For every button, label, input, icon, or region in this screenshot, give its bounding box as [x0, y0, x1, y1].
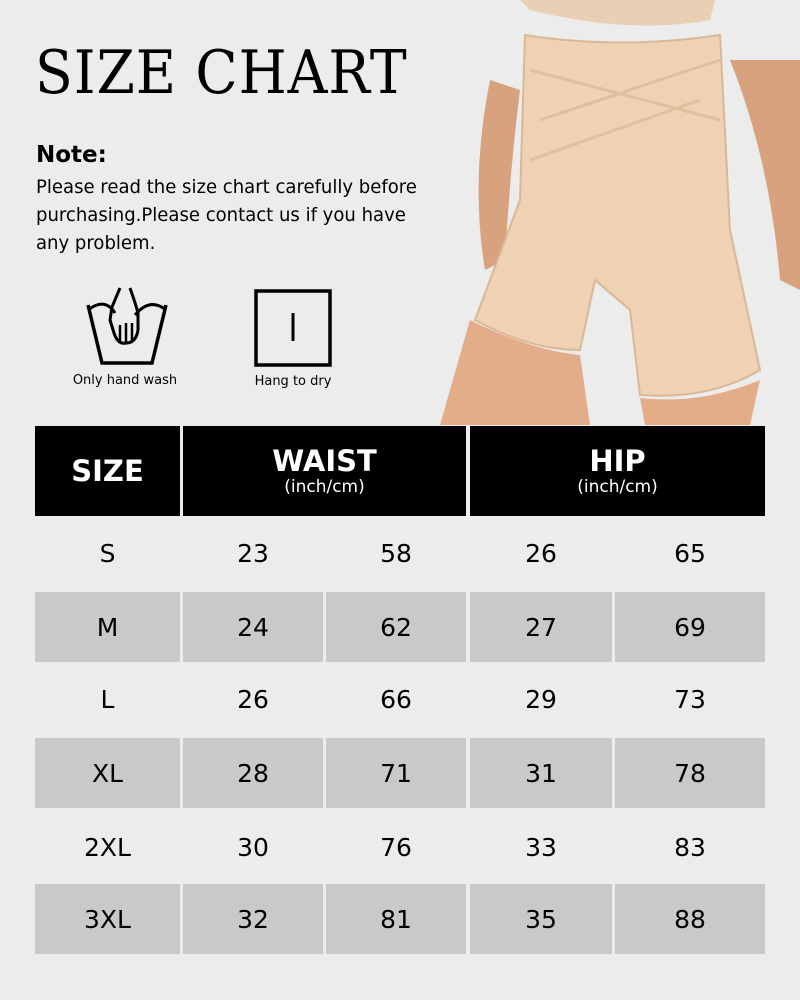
page-title: SIZE CHART [35, 38, 408, 108]
measure-cell: 62 [326, 592, 466, 662]
note-heading: Note: [36, 142, 107, 168]
measure-cell: 30 [237, 832, 269, 862]
header-waist-label: WAIST [272, 444, 377, 478]
measure-cell: 31 [470, 738, 612, 808]
measure-cell: 35 [470, 884, 612, 954]
measure-cell: 26 [525, 538, 557, 568]
measure-cell: 58 [380, 538, 412, 568]
header-hip-label: HIP [589, 444, 646, 478]
measure-cell: 26 [237, 685, 269, 714]
note-text: Please read the size chart carefully bef… [36, 176, 417, 254]
header-waist: WAIST (inch/cm) [183, 426, 466, 516]
measure-cell: 24 [183, 592, 323, 662]
size-cell: 3XL [35, 884, 180, 954]
measure-cell: 66 [380, 685, 412, 714]
measure-cell: 23 [237, 538, 269, 568]
care-label: Only hand wash [72, 373, 178, 388]
measure-cell: 76 [380, 832, 412, 862]
product-photo [440, 0, 800, 425]
header-waist-unit: (inch/cm) [284, 477, 365, 497]
size-cell: M [35, 592, 180, 662]
measure-cell: 28 [183, 738, 323, 808]
hang-dry-icon [254, 289, 332, 367]
care-label: Hang to dry [254, 374, 332, 389]
hand-wash-icon [86, 287, 168, 365]
measure-cell: 71 [326, 738, 466, 808]
size-cell: XL [35, 738, 180, 808]
measure-cell: 69 [615, 592, 765, 662]
care-hand-wash: Only hand wash [60, 285, 190, 388]
measure-cell: 73 [674, 685, 706, 714]
size-cell: L [100, 685, 115, 714]
measure-cell: 33 [525, 832, 557, 862]
measure-cell: 29 [525, 685, 557, 714]
measure-cell: 32 [183, 884, 323, 954]
header-size-label: SIZE [71, 454, 144, 488]
header-hip-unit: (inch/cm) [577, 477, 658, 497]
size-cell: S [99, 538, 116, 568]
measure-cell: 88 [615, 884, 765, 954]
header-size: SIZE [35, 426, 180, 516]
measure-cell: 27 [470, 592, 612, 662]
measure-cell: 81 [326, 884, 466, 954]
measure-cell: 83 [674, 832, 706, 862]
measure-cell: 65 [674, 538, 706, 568]
size-cell: 2XL [84, 832, 131, 862]
measure-cell: 78 [615, 738, 765, 808]
care-hang-dry: Hang to dry [238, 289, 348, 389]
header-hip: HIP (inch/cm) [470, 426, 765, 516]
